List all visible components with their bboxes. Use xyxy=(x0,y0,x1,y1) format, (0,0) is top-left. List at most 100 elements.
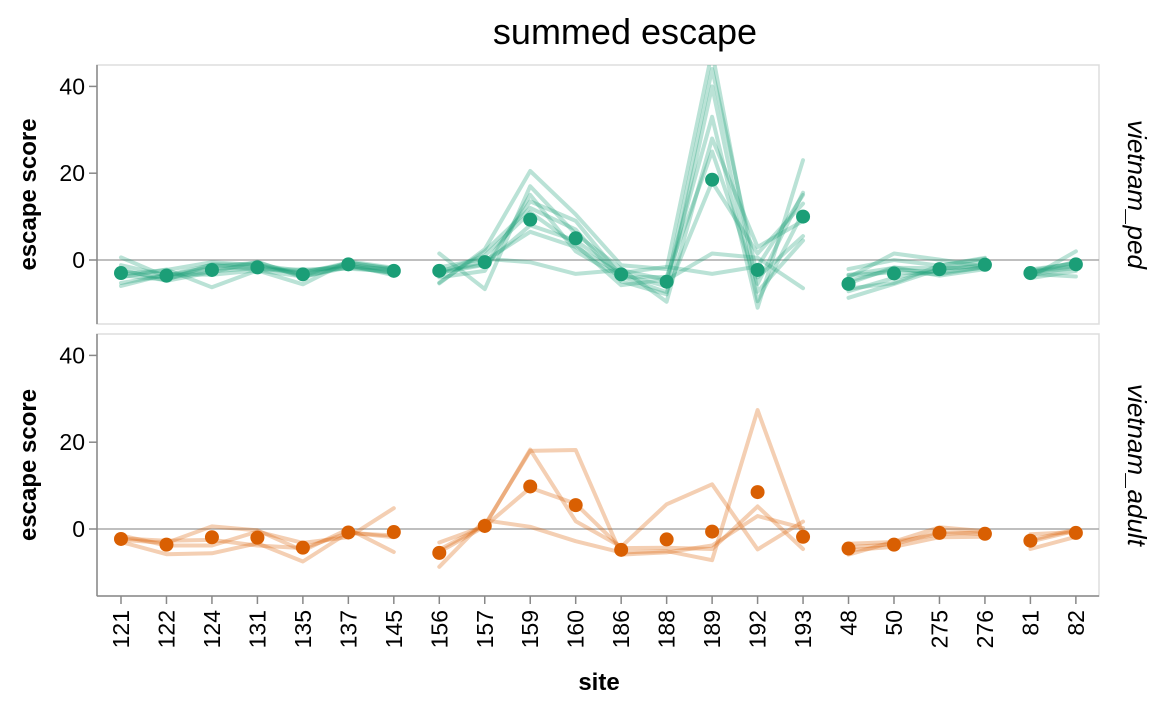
mean-point xyxy=(750,262,765,277)
replicate-line xyxy=(1028,530,1078,537)
replicate-line xyxy=(846,256,987,272)
mean-point xyxy=(1068,257,1083,272)
replicate-line xyxy=(846,259,987,294)
replicate-line xyxy=(846,530,987,550)
mean-point xyxy=(841,276,856,291)
replicate-line xyxy=(846,265,987,286)
replicate-line xyxy=(1028,268,1078,281)
mean-point xyxy=(341,257,356,272)
x-tick-label: 124 xyxy=(199,610,225,649)
x-tick-label: 137 xyxy=(335,610,361,648)
y-axis-title: escape score xyxy=(15,389,42,541)
mean-point xyxy=(977,526,992,541)
x-tick-label: 135 xyxy=(290,610,316,648)
replicate-line xyxy=(1028,266,1078,275)
facet-label: vietnam_adult xyxy=(1122,384,1152,548)
mean-points xyxy=(114,479,1083,560)
y-tick-label: 40 xyxy=(59,342,85,368)
mean-point xyxy=(341,525,356,540)
facets-layer: 0 20 40 escape score vietnam_ped 0 20 40 escape … xyxy=(15,64,1152,597)
mean-point xyxy=(159,268,174,283)
mean-point xyxy=(523,479,538,494)
mean-point xyxy=(523,212,538,227)
mean-point xyxy=(750,485,765,500)
mean-point xyxy=(477,255,492,270)
mean-point xyxy=(1023,533,1038,548)
mean-point xyxy=(659,274,674,289)
mean-point xyxy=(886,266,901,281)
y-tick-label: 0 xyxy=(72,247,85,273)
mean-point xyxy=(841,541,856,556)
mean-point xyxy=(796,209,811,224)
replicate-lines xyxy=(119,408,1078,569)
replicate-line xyxy=(846,251,987,280)
x-tick-label: 156 xyxy=(426,610,452,648)
replicate-line xyxy=(1028,527,1078,542)
y-tick-label: 0 xyxy=(72,516,85,542)
replicate-line xyxy=(437,447,805,552)
mean-point xyxy=(886,537,901,552)
mean-point xyxy=(114,266,128,281)
replicate-line xyxy=(1028,259,1078,275)
replicate-line xyxy=(437,65,805,294)
replicate-line xyxy=(437,114,805,310)
mean-point xyxy=(705,172,720,187)
x-tick-label: 193 xyxy=(790,610,816,648)
mean-point xyxy=(114,531,128,546)
mean-point xyxy=(932,262,947,277)
replicate-line xyxy=(1028,249,1078,280)
x-tick-label: 81 xyxy=(1017,610,1043,636)
y-axis-title: escape score xyxy=(15,118,42,270)
replicate-line xyxy=(1028,264,1078,278)
mean-point xyxy=(614,267,629,282)
y-tick-label: 40 xyxy=(59,73,85,99)
y-tick-label: 20 xyxy=(59,429,85,455)
mean-point xyxy=(386,263,401,278)
mean-point xyxy=(159,537,174,552)
mean-point xyxy=(204,530,219,545)
replicate-line xyxy=(846,263,987,300)
mean-point xyxy=(932,525,947,540)
mean-point xyxy=(1023,266,1038,281)
mean-point xyxy=(614,542,629,557)
replicate-line xyxy=(1028,260,1078,273)
x-tick-label: 159 xyxy=(517,610,543,648)
y-tick-label: 20 xyxy=(59,160,85,186)
x-axis: 121 122 124 131 135 137 145 156 157 159 160 186 188 1… xyxy=(97,595,1099,649)
x-tick-label: 276 xyxy=(972,610,998,648)
mean-point xyxy=(295,267,310,282)
x-tick-label: 82 xyxy=(1063,610,1089,636)
mean-point xyxy=(204,262,219,277)
replicate-line xyxy=(1028,264,1078,274)
mean-point xyxy=(1068,525,1083,540)
x-tick-label: 131 xyxy=(244,610,270,648)
facet-panel-vietnam_ped: 0 20 40 escape score vietnam_ped xyxy=(15,64,1152,325)
mean-point xyxy=(796,529,811,544)
mean-point xyxy=(659,532,674,547)
x-tick-label: 48 xyxy=(836,610,862,636)
panel-frame xyxy=(96,333,1100,597)
replicate-line xyxy=(846,255,987,291)
replicate-line xyxy=(846,534,987,553)
replicate-line xyxy=(846,530,987,546)
mean-point xyxy=(432,545,447,560)
x-tick-label: 122 xyxy=(153,610,179,648)
x-tick-label: 160 xyxy=(563,610,589,648)
x-tick-label: 145 xyxy=(381,610,407,648)
replicate-line xyxy=(846,264,987,277)
chart-title: summed escape xyxy=(493,11,757,52)
x-tick-label: 50 xyxy=(881,610,907,636)
mean-point xyxy=(295,540,310,555)
facet-panel-vietnam_adult: 0 20 40 escape score vietnam_adult xyxy=(15,333,1152,597)
mean-point xyxy=(250,260,265,275)
replicate-line xyxy=(1028,528,1078,544)
x-axis-title: site xyxy=(578,669,619,696)
replicate-line xyxy=(1028,534,1078,551)
mean-point xyxy=(705,524,720,539)
mean-point xyxy=(386,525,401,540)
mean-point xyxy=(568,498,583,513)
mean-point xyxy=(432,263,447,278)
x-tick-label: 189 xyxy=(699,610,725,648)
